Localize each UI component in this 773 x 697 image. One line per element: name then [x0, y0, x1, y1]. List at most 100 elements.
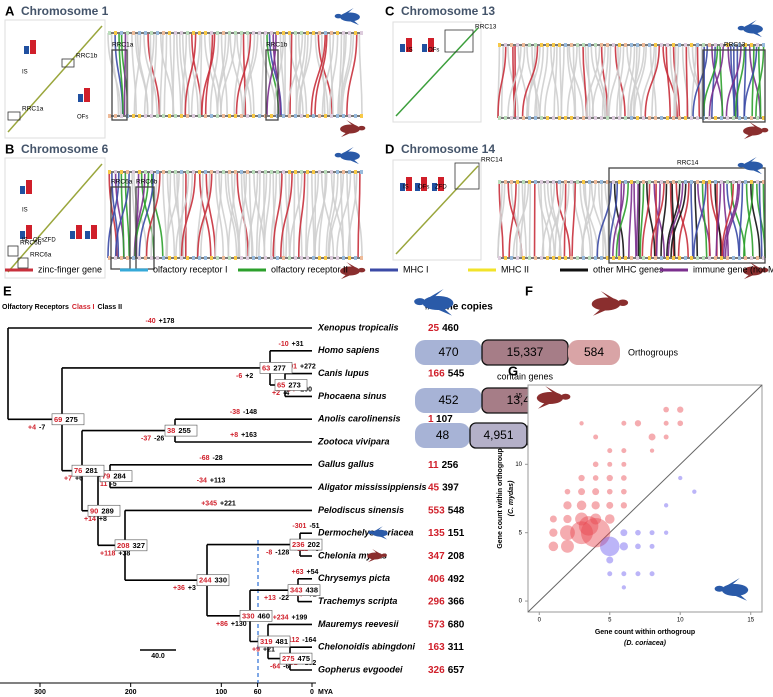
turtle-head [737, 162, 745, 168]
gene-copies-red: 11 [428, 459, 439, 470]
gene-tick [108, 114, 111, 118]
gene-tick [354, 31, 357, 35]
point [621, 475, 627, 481]
synteny-link [321, 32, 335, 117]
node-count-black: 277 [273, 363, 286, 372]
point [635, 529, 641, 536]
synteny-link [220, 32, 228, 117]
region-label: RRC1b [266, 42, 288, 49]
gene-tick [570, 256, 573, 260]
gene-tick [132, 31, 135, 35]
gene-tick [642, 256, 645, 260]
synteny-link [297, 171, 303, 259]
gene-tick [678, 116, 681, 120]
gene-tick [522, 43, 525, 47]
gene-tick [582, 180, 585, 184]
gene-tick [132, 114, 135, 118]
branch-change-black: +2 [245, 373, 253, 380]
gene-tick [504, 116, 507, 120]
inset-region [61, 58, 75, 68]
point [549, 528, 558, 537]
synteny-link [507, 44, 522, 119]
gene-tick [678, 43, 681, 47]
turtle-shell [340, 12, 360, 22]
gene-tick [288, 256, 291, 260]
synteny-link [666, 181, 681, 259]
branch-change: -64 -6 [270, 663, 289, 670]
synteny-link [579, 181, 592, 259]
synteny-link [166, 171, 176, 259]
gene-tick [216, 256, 219, 260]
gene-tick [342, 170, 345, 174]
synteny-link [320, 32, 326, 117]
gene-tick [138, 170, 141, 174]
turtle-shell [422, 296, 454, 310]
gene-tick [258, 170, 261, 174]
species-name: Aligator mississippiensis [317, 482, 427, 492]
synteny-link [633, 181, 637, 259]
gene-tick [234, 114, 237, 118]
branch-change: -112 -164 [286, 637, 317, 644]
gene-copies-red: 135 [428, 528, 445, 539]
mini-bar [438, 177, 444, 191]
branch-change-black: +221 [220, 500, 236, 507]
synteny-link [184, 32, 197, 117]
gene-tick [180, 170, 183, 174]
gene-tick [258, 114, 261, 118]
branch-change-red: -6 [236, 373, 242, 380]
inset-region-label: RRC13 [475, 24, 497, 31]
synteny-link [612, 181, 625, 259]
branch-change-black: -51 [309, 523, 319, 530]
gene-tick [660, 43, 663, 47]
synteny-link [635, 181, 639, 259]
turtle-flipper [432, 305, 452, 316]
branch-change: -301 -51 [292, 523, 319, 530]
inset-region [17, 257, 29, 269]
gene-tick [540, 116, 543, 120]
inset-region [444, 29, 474, 53]
turtle-flipper [341, 130, 354, 138]
gene-tick [714, 43, 717, 47]
synteny-link [673, 44, 677, 119]
synteny-link [318, 171, 327, 259]
gene-tick [318, 31, 321, 35]
gene-tick [750, 116, 753, 120]
gene-tick [558, 116, 561, 120]
gene-tick [720, 180, 723, 184]
gene-tick [138, 31, 141, 35]
point [600, 536, 620, 557]
turtle-icon [737, 157, 763, 175]
synteny-link [260, 32, 265, 117]
gene-tick [570, 116, 573, 120]
synteny-link [248, 171, 253, 259]
synteny-link [585, 44, 601, 119]
gene-copies-red: 553 [428, 505, 445, 516]
gene-tick [168, 114, 171, 118]
gene-tick [612, 180, 615, 184]
gene-copies: 135 151 [428, 528, 465, 539]
gene-tick [546, 180, 549, 184]
gene-tick [216, 114, 219, 118]
gene-tick [210, 256, 213, 260]
gene-tick [714, 256, 717, 260]
point [619, 542, 628, 551]
branch-change-black: -164 [302, 637, 316, 644]
point [663, 406, 669, 413]
synteny-link [175, 171, 190, 259]
gene-tick [156, 31, 159, 35]
gene-tick [162, 114, 165, 118]
synteny-link [289, 171, 303, 259]
gene-tick [204, 256, 207, 260]
panel-letter: F [525, 283, 533, 298]
point [663, 503, 669, 508]
turtle-flipper [744, 272, 757, 280]
gene-tick [210, 114, 213, 118]
gene-tick [576, 180, 579, 184]
synteny-link [722, 181, 729, 259]
gene-tick [534, 256, 537, 260]
gene-tick [588, 256, 591, 260]
node-count-black: 202 [308, 540, 321, 549]
gene-tick [216, 31, 219, 35]
synteny-link [721, 181, 735, 259]
gene-tick [696, 116, 699, 120]
